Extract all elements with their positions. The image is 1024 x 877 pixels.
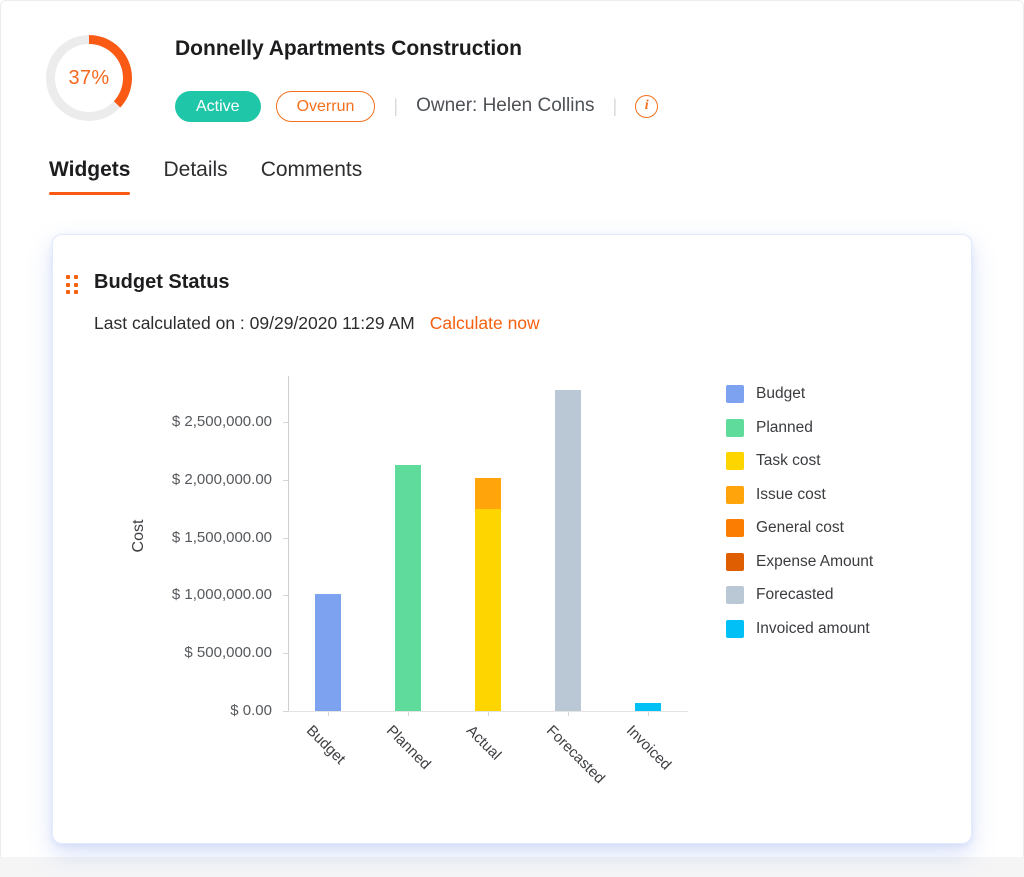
x-axis-line [288, 711, 688, 712]
legend-swatch [726, 519, 744, 537]
legend-swatch [726, 619, 744, 638]
separator: | [393, 95, 399, 116]
y-tick-mark [283, 595, 288, 597]
y-tick-mark [283, 479, 288, 481]
legend-swatch [726, 586, 744, 604]
tab-comments[interactable]: Comments [261, 158, 363, 195]
y-tick-label: $ 500,000.00 [184, 644, 272, 662]
tab-comments-label: Comments [260, 158, 363, 181]
legend-label: Forecasted [756, 586, 834, 603]
calculate-now-link[interactable]: Calculate now [429, 313, 540, 333]
legend-item-budget[interactable]: Budget [726, 385, 873, 403]
legend-item-issue-cost[interactable]: Issue cost [726, 485, 873, 504]
x-category-label: Invoiced [622, 722, 675, 774]
tab-widgets-label: Widgets [49, 158, 131, 181]
x-tick-mark [648, 712, 649, 716]
x-tick-mark [408, 712, 409, 716]
info-icon[interactable]: i [635, 94, 659, 118]
y-tick-label: $ 2,000,000.00 [171, 470, 272, 488]
tab-bar: Widgets Details Comments [49, 158, 362, 195]
legend-label: Invoiced amount [756, 619, 870, 637]
budget-chart: Cost Budget Planned Task cost Issue cost Gen… [53, 235, 973, 845]
bar-segment-forecasted[interactable] [555, 389, 581, 711]
tab-widgets[interactable]: Widgets [49, 158, 131, 195]
y-tick-mark [283, 653, 288, 655]
page-title: Donnelly Apartments Construction [175, 37, 522, 60]
y-tick-mark [283, 711, 288, 712]
active-tab-underline [49, 191, 131, 195]
budget-status-widget: Budget Status Last calculated on : 09/29… [52, 234, 972, 844]
y-tick-label: $ 1,500,000.00 [171, 528, 272, 546]
legend-swatch [726, 385, 744, 403]
project-meta-row: Active Overrun | Owner: Helen Collins | … [175, 90, 659, 122]
tab-details-label: Details [163, 158, 228, 181]
page-bottom-strip [0, 857, 1024, 877]
legend-label: Task cost [756, 452, 821, 469]
status-badge-overrun: Overrun [275, 90, 376, 122]
legend-item-invoiced-amount[interactable]: Invoiced amount [726, 619, 873, 638]
x-tick-mark [488, 712, 489, 716]
legend-swatch [726, 552, 744, 571]
legend-item-expense-amount[interactable]: Expense Amount [726, 552, 874, 571]
y-axis-line [288, 376, 289, 711]
x-category-label: Budget [302, 722, 349, 768]
y-tick-label: $ 1,000,000.00 [171, 586, 272, 604]
legend-item-general-cost[interactable]: General cost [726, 519, 873, 537]
legend-swatch [726, 485, 744, 504]
x-tick-mark [328, 712, 329, 716]
legend-item-forecasted[interactable]: Forecasted [726, 586, 873, 604]
legend-item-task-cost[interactable]: Task cost [726, 452, 873, 470]
tab-details[interactable]: Details [163, 158, 227, 195]
legend-label: General cost [756, 519, 844, 536]
status-badge-active: Active [175, 90, 261, 122]
drag-handle-icon[interactable] [66, 275, 78, 294]
legend-label: Issue cost [756, 485, 826, 503]
legend-swatch [726, 418, 744, 437]
legend-label: Planned [756, 418, 813, 436]
chart-legend: Budget Planned Task cost Issue cost General … [726, 385, 873, 638]
bar-segment-issue-cost[interactable] [475, 477, 501, 509]
project-progress-ring: 37% [46, 35, 132, 121]
bar-segment-task-cost[interactable] [475, 508, 501, 711]
y-tick-mark [283, 537, 288, 539]
x-category-label: Forecasted [542, 722, 609, 788]
legend-item-planned[interactable]: Planned [726, 418, 873, 437]
legend-label: Budget [756, 385, 806, 402]
bar-segment-planned[interactable] [395, 464, 421, 711]
last-calculated-text: Last calculated on : 09/29/2020 11:29 AM [94, 313, 415, 333]
bar-segment-invoiced-amount[interactable] [635, 702, 661, 711]
widget-title: Budget Status [94, 271, 230, 293]
owner-label: Owner: Helen Collins [416, 95, 595, 116]
legend-label: Expense Amount [756, 552, 874, 570]
bar-segment-budget[interactable] [315, 594, 341, 711]
x-category-label: Planned [382, 722, 434, 773]
x-category-label: Actual [462, 722, 505, 764]
calc-row: Last calculated on : 09/29/2020 11:29 AM… [94, 313, 540, 334]
project-progress-percent: 37% [55, 44, 123, 112]
x-tick-mark [568, 712, 569, 716]
legend-swatch [726, 452, 744, 470]
y-tick-label: $ 0.00 [230, 702, 272, 719]
y-tick-mark [283, 422, 288, 424]
separator: | [612, 95, 618, 116]
y-tick-label: $ 2,500,000.00 [171, 413, 272, 431]
